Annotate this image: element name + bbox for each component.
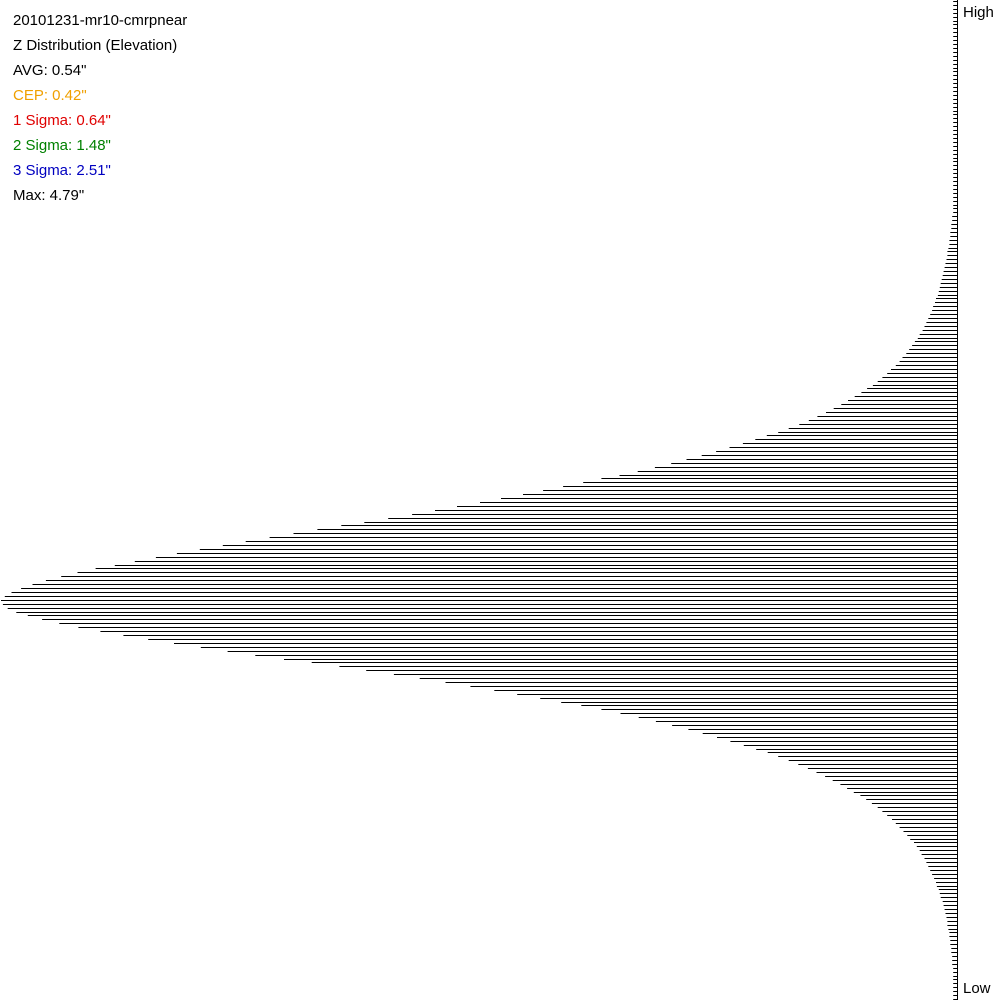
stat-3-sigma: 3 Sigma: 2.51" <box>13 162 111 179</box>
stat-avg: AVG: 0.54" <box>13 62 87 79</box>
histogram-bars <box>1 1 957 1000</box>
stat-cep: CEP: 0.42" <box>13 87 87 104</box>
axis-high-label: High <box>963 4 994 21</box>
chart-subtitle: Z Distribution (Elevation) <box>13 37 178 54</box>
stat-2-sigma: 2 Sigma: 1.48" <box>13 137 111 154</box>
stat-max: Max: 4.79" <box>13 187 85 204</box>
stat-1-sigma: 1 Sigma: 0.64" <box>13 112 111 129</box>
stats-panel: 20101231-mr10-cmrpnear Z Distribution (E… <box>13 8 187 208</box>
chart-title: 20101231-mr10-cmrpnear <box>13 12 188 29</box>
axis-low-label: Low <box>963 980 991 997</box>
